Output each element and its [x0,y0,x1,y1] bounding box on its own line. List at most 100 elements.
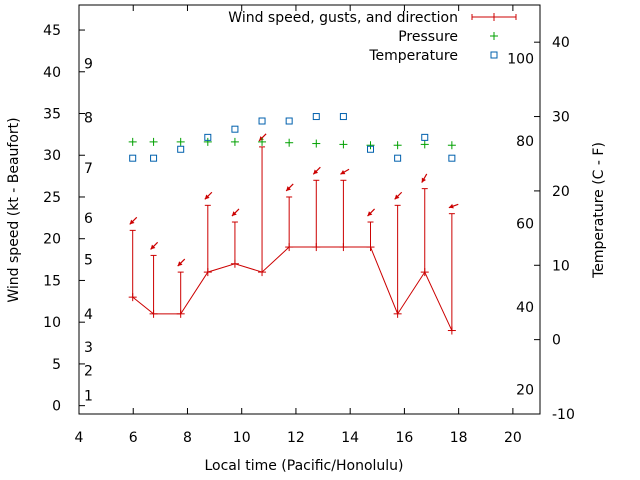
wind-direction-arrow [129,216,138,225]
temperature-point [231,125,239,133]
legend-label: Temperature [368,48,458,64]
fahrenheit-label: 40 [516,300,534,316]
y-axis-right-label: Temperature (C - F) [591,142,607,279]
temperature-point [204,133,212,141]
wind-direction-arrow-head [448,203,454,209]
temperature-point [367,145,375,153]
pressure-point [366,141,375,150]
beaufort-label: 2 [84,364,93,380]
wind-direction-arrow [285,183,294,192]
y-right-tick-label: 20 [552,184,570,200]
wind-direction-arrow [448,203,459,209]
wind-direction-arrow [258,133,267,142]
wind-direction-arrow-head [177,261,183,267]
pressure-point [312,139,321,148]
y-left-tick-label: 30 [43,148,61,164]
wind-direction-arrow-head [129,219,135,225]
wind-direction-arrow [340,168,350,175]
wind-direction-arrow [231,208,240,217]
beaufort-label: 1 [84,389,93,405]
pressure-point [420,140,429,149]
beaufort-label: 5 [84,253,93,269]
y-right-tick-label: 40 [552,35,570,51]
temperature-point [150,154,158,162]
beaufort-label: 7 [84,161,93,177]
y-right-tick-label: 30 [552,110,570,126]
x-tick-label: 12 [287,430,305,446]
y-axis-left-label: Wind speed (kt - Beaufort) [6,117,22,302]
temperature-point [285,117,293,125]
x-tick-label: 18 [450,430,468,446]
y-right-tick-label: -10 [552,407,575,423]
wind-direction-arrow-head [231,211,237,217]
wind-direction-arrow-head [204,194,210,200]
fahrenheit-label: 100 [507,52,534,68]
y-left-tick-label: 10 [43,315,61,331]
y-left-tick-label: 45 [43,23,61,39]
x-tick-label: 10 [233,430,251,446]
legend-label: Pressure [398,29,458,45]
y-left-tick-label: 35 [43,107,61,123]
y-left-tick-label: 15 [43,273,61,289]
beaufort-label: 8 [84,111,93,127]
legend-temperature-marker [490,51,498,59]
beaufort-label: 9 [84,56,93,72]
x-tick-label: 8 [183,430,192,446]
fahrenheit-label: 20 [516,382,534,398]
wind-direction-arrow [204,191,213,200]
x-axis-label: Local time (Pacific/Honolulu) [204,458,403,474]
x-tick-label: 14 [341,430,359,446]
wind-direction-arrow [421,173,428,183]
temperature-point [312,113,320,121]
pressure-point [128,137,137,146]
beaufort-label: 6 [84,211,93,227]
temperature-point [177,145,185,153]
beaufort-label: 3 [84,340,93,356]
temperature-point [129,154,137,162]
fahrenheit-label: 80 [516,134,534,150]
y-left-tick-label: 25 [43,190,61,206]
y-left-tick-label: 20 [43,232,61,248]
pressure-point [258,137,267,146]
pressure-point [393,141,402,150]
y-left-tick-label: 0 [52,399,61,415]
y-left-tick-label: 5 [52,357,61,373]
wind-direction-arrow-head [394,194,400,200]
wind-direction-arrow-head [367,211,373,217]
pressure-point [176,137,185,146]
pressure-point [447,141,456,150]
legend-label: Wind speed, gusts, and direction [228,10,458,26]
pressure-point [149,137,158,146]
pressure-point [285,138,294,147]
wind-direction-arrow-head [259,136,264,141]
temperature-point [421,133,429,141]
wind-direction-arrow [394,191,403,200]
wind-direction-arrow-head [150,244,156,250]
temperature-point [339,113,347,121]
temperature-point [258,117,266,125]
x-tick-label: 16 [395,430,413,446]
wind-direction-arrow [150,241,159,250]
x-tick-label: 6 [129,430,138,446]
pressure-point [203,137,212,146]
y-right-tick-label: 10 [552,258,570,274]
beaufort-label: 4 [84,307,93,323]
pressure-point [339,140,348,149]
y-left-tick-label: 40 [43,65,61,81]
wind-direction-arrow [312,166,321,175]
x-tick-label: 4 [75,430,84,446]
wind-direction-arrow-head [313,169,319,175]
pressure-point [230,137,239,146]
y-right-tick-label: 0 [552,333,561,349]
plot-frame [78,4,541,415]
x-tick-label: 20 [504,430,522,446]
temperature-point [394,154,402,162]
temperature-point [448,154,456,162]
wind-direction-arrow [367,208,376,217]
wind-direction-arrow-head [421,177,427,183]
fahrenheit-label: 60 [516,217,534,233]
wind-direction-arrow-head [340,170,346,175]
wind-direction-arrow [177,258,186,267]
wind-direction-arrow-head [286,186,291,191]
